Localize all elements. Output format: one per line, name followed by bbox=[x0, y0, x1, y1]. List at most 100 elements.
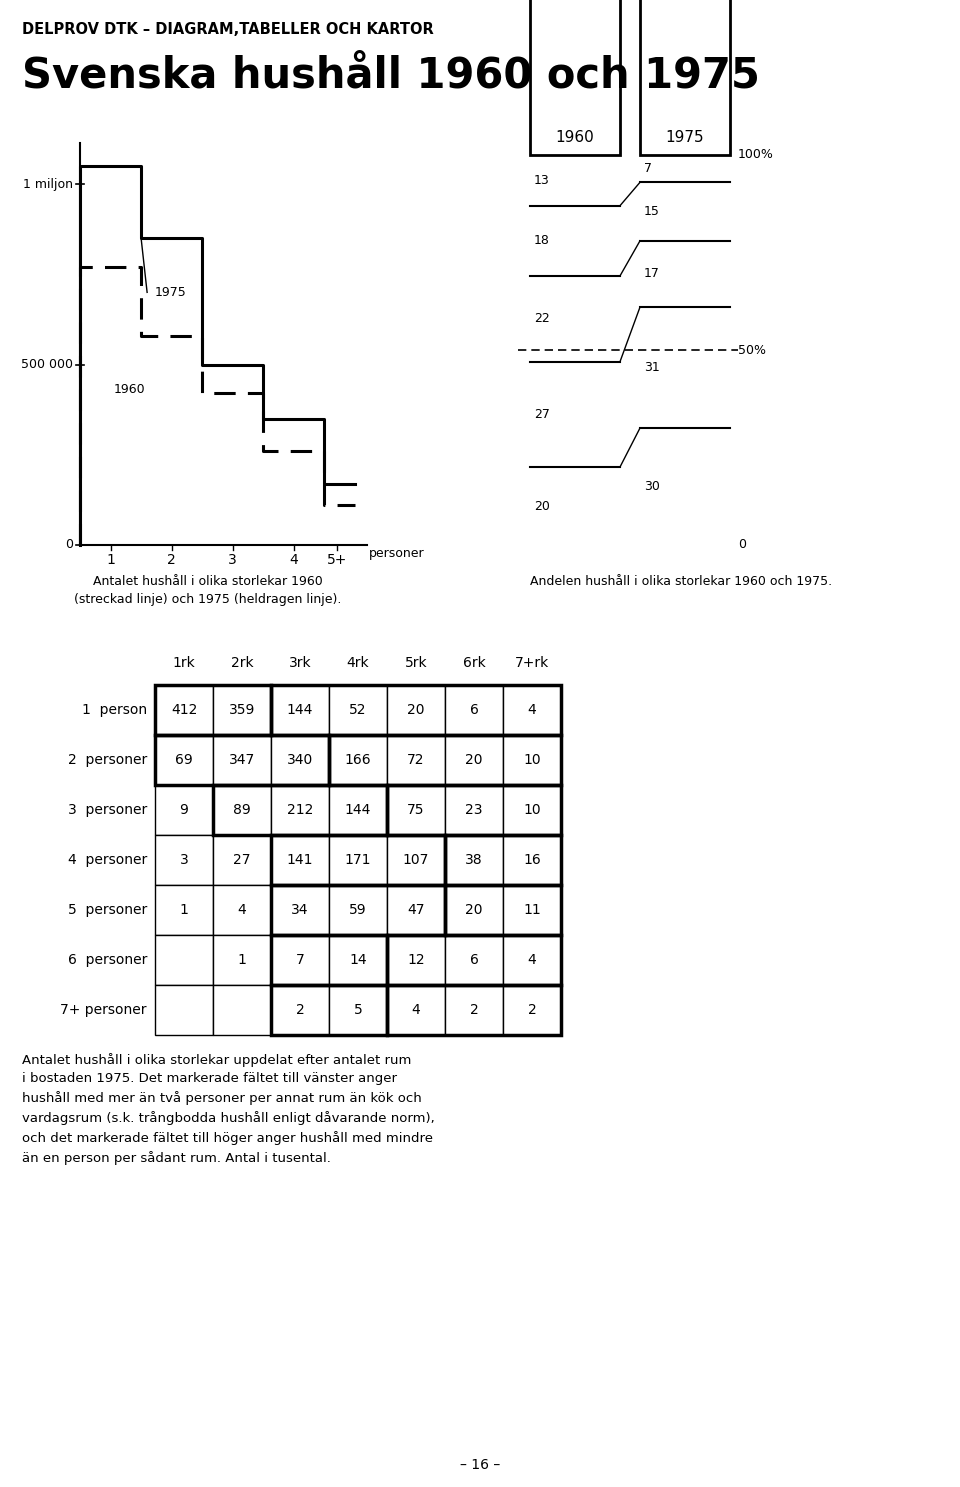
Text: 166: 166 bbox=[345, 752, 372, 767]
Text: 47: 47 bbox=[407, 903, 424, 917]
Text: 5  personer: 5 personer bbox=[68, 903, 147, 917]
Bar bbox=[271, 885, 329, 935]
Text: 38: 38 bbox=[466, 854, 483, 867]
Bar bbox=[155, 885, 213, 935]
Bar bbox=[213, 984, 271, 1035]
Bar bbox=[155, 735, 329, 785]
Bar bbox=[530, 0, 620, 155]
Text: 30: 30 bbox=[644, 480, 660, 494]
Bar bbox=[445, 836, 561, 885]
Bar bbox=[155, 686, 213, 735]
Bar bbox=[329, 984, 387, 1035]
Text: 2rk: 2rk bbox=[230, 656, 253, 671]
Text: 1960: 1960 bbox=[113, 384, 145, 397]
Bar bbox=[271, 785, 329, 836]
Text: 4  personer: 4 personer bbox=[68, 854, 147, 867]
Text: 17: 17 bbox=[644, 268, 660, 281]
Bar bbox=[271, 686, 329, 735]
Text: 13: 13 bbox=[534, 174, 550, 187]
Text: Antalet hushåll i olika storlekar uppdelat efter antalet rum
i bostaden 1975. De: Antalet hushåll i olika storlekar uppdel… bbox=[22, 1053, 435, 1166]
Text: 144: 144 bbox=[287, 703, 313, 717]
Text: 4rk: 4rk bbox=[347, 656, 370, 671]
Text: 18: 18 bbox=[534, 235, 550, 247]
Bar bbox=[445, 686, 503, 735]
Text: 100%: 100% bbox=[738, 149, 774, 162]
Bar bbox=[271, 836, 329, 885]
Text: 212: 212 bbox=[287, 803, 313, 816]
Text: 4: 4 bbox=[238, 903, 247, 917]
Text: 347: 347 bbox=[228, 752, 255, 767]
Bar bbox=[503, 984, 561, 1035]
Bar bbox=[271, 984, 387, 1035]
Text: Svenska hushåll 1960 och 1975: Svenska hushåll 1960 och 1975 bbox=[22, 55, 760, 97]
Bar bbox=[155, 686, 271, 735]
Bar bbox=[213, 785, 387, 836]
Bar bbox=[387, 935, 445, 984]
Text: 20: 20 bbox=[466, 752, 483, 767]
Text: personer: personer bbox=[369, 547, 424, 561]
Bar bbox=[640, 0, 730, 155]
Bar bbox=[387, 984, 445, 1035]
Bar bbox=[445, 935, 503, 984]
Text: 12: 12 bbox=[407, 953, 425, 967]
Bar bbox=[213, 735, 271, 785]
Text: 107: 107 bbox=[403, 854, 429, 867]
Text: 11: 11 bbox=[523, 903, 540, 917]
Text: 1960: 1960 bbox=[556, 129, 594, 144]
Text: 412: 412 bbox=[171, 703, 197, 717]
Bar bbox=[329, 836, 387, 885]
Bar bbox=[271, 935, 387, 984]
Text: 72: 72 bbox=[407, 752, 424, 767]
Bar bbox=[445, 735, 503, 785]
Bar bbox=[329, 785, 387, 836]
Bar bbox=[213, 785, 271, 836]
Bar bbox=[445, 984, 503, 1035]
Bar bbox=[155, 785, 213, 836]
Bar bbox=[387, 935, 561, 984]
Bar bbox=[271, 885, 445, 935]
Text: 15: 15 bbox=[644, 205, 660, 219]
Text: 0: 0 bbox=[738, 538, 746, 552]
Text: 5: 5 bbox=[353, 1004, 362, 1017]
Text: 5+: 5+ bbox=[326, 553, 347, 567]
Bar bbox=[155, 935, 213, 984]
Text: 23: 23 bbox=[466, 803, 483, 816]
Text: 4: 4 bbox=[290, 553, 299, 567]
Text: 7: 7 bbox=[644, 162, 652, 175]
Bar bbox=[503, 885, 561, 935]
Bar bbox=[387, 686, 445, 735]
Text: 4: 4 bbox=[528, 953, 537, 967]
Text: 144: 144 bbox=[345, 803, 372, 816]
Text: 69: 69 bbox=[175, 752, 193, 767]
Text: 1: 1 bbox=[237, 953, 247, 967]
Text: 171: 171 bbox=[345, 854, 372, 867]
Bar bbox=[155, 984, 213, 1035]
Text: 2  personer: 2 personer bbox=[68, 752, 147, 767]
Text: 89: 89 bbox=[233, 803, 251, 816]
Text: 1rk: 1rk bbox=[173, 656, 196, 671]
Text: 6: 6 bbox=[469, 953, 478, 967]
Text: 4: 4 bbox=[412, 1004, 420, 1017]
Text: 6rk: 6rk bbox=[463, 656, 486, 671]
Bar bbox=[387, 785, 445, 836]
Text: 3: 3 bbox=[228, 553, 237, 567]
Text: 359: 359 bbox=[228, 703, 255, 717]
Bar bbox=[445, 885, 503, 935]
Bar bbox=[329, 935, 387, 984]
Text: 75: 75 bbox=[407, 803, 424, 816]
Text: 31: 31 bbox=[644, 361, 660, 375]
Text: 7+ personer: 7+ personer bbox=[60, 1004, 147, 1017]
Bar bbox=[213, 935, 271, 984]
Text: 141: 141 bbox=[287, 854, 313, 867]
Text: 500 000: 500 000 bbox=[21, 358, 73, 372]
Bar bbox=[387, 836, 445, 885]
Bar bbox=[271, 935, 329, 984]
Bar bbox=[387, 984, 561, 1035]
Bar bbox=[329, 735, 387, 785]
Bar bbox=[503, 935, 561, 984]
Bar bbox=[329, 885, 387, 935]
Text: 1: 1 bbox=[180, 903, 188, 917]
Text: 0: 0 bbox=[65, 538, 73, 552]
Bar bbox=[213, 686, 271, 735]
Text: 16: 16 bbox=[523, 854, 540, 867]
